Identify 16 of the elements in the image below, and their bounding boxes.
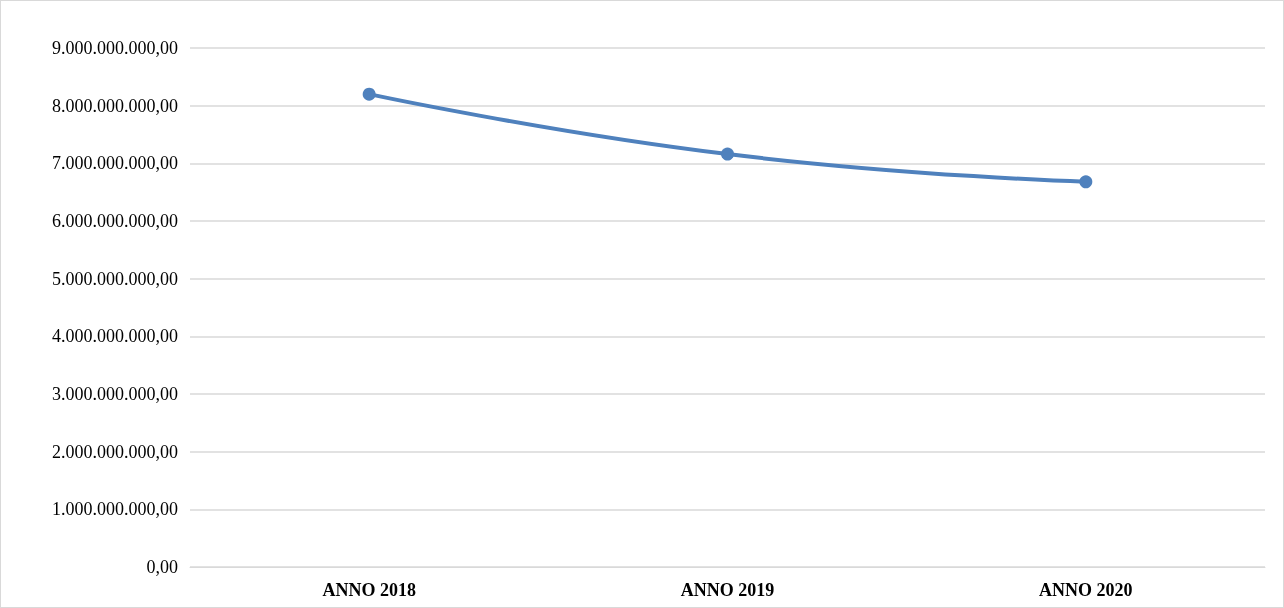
x-tick-label: ANNO 2019 bbox=[680, 580, 775, 600]
point bbox=[362, 87, 376, 101]
point bbox=[1079, 175, 1093, 189]
y-tick-label: 0,00 bbox=[146, 557, 178, 577]
y-tick-label: 6.000.000.000,00 bbox=[52, 211, 178, 231]
y-tick-label: 5.000.000.000,00 bbox=[52, 268, 178, 289]
y-tick-label: 9.000.000.000,00 bbox=[52, 38, 178, 58]
y-tick-label: 2.000.000.000,00 bbox=[52, 441, 178, 462]
y-tick-label: 1.000.000.000,00 bbox=[52, 499, 178, 520]
y-tick-label: 7.000.000.000,00 bbox=[52, 153, 178, 174]
y-tick-label: 8.000.000.000,00 bbox=[52, 95, 178, 116]
y-tick-label: 3.000.000.000,00 bbox=[52, 384, 178, 404]
y-tick-label: 4.000.000.000,00 bbox=[52, 326, 178, 347]
x-tick-label: ANNO 2020 bbox=[1039, 580, 1133, 600]
x-tick-label: ANNO 2018 bbox=[322, 580, 416, 600]
point bbox=[721, 147, 734, 161]
